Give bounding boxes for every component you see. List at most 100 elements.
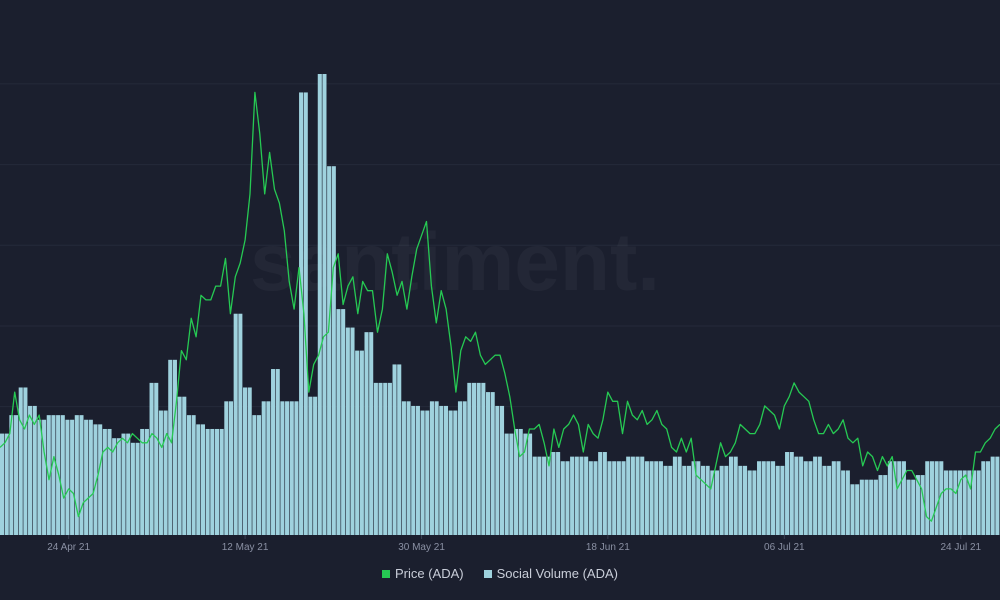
volume-bar: [700, 465, 706, 535]
volume-bar: [495, 405, 500, 535]
volume-bar: [271, 369, 276, 535]
volume-bar: [579, 456, 584, 535]
volume-bar: [836, 461, 841, 535]
legend: Price (ADA) Social Volume (ADA): [0, 566, 1000, 581]
volume-bar: [780, 465, 785, 535]
volume-bar: [546, 456, 551, 535]
volume-bar: [967, 470, 972, 535]
volume-bar: [345, 327, 350, 535]
volume-bar: [817, 456, 822, 535]
volume-bar: [158, 410, 163, 535]
volume-bar: [509, 433, 514, 535]
volume-bar: [663, 465, 668, 535]
legend-item-price[interactable]: Price (ADA): [381, 566, 464, 581]
volume-bar: [411, 405, 416, 535]
volume-bar: [51, 415, 56, 535]
volume-bar: [467, 382, 472, 535]
volume-bar: [191, 415, 196, 535]
volume-bar: [116, 438, 121, 535]
x-tick-label: 18 Jun 21: [586, 542, 630, 553]
volume-bar: [883, 475, 888, 535]
volume-bar: [130, 442, 135, 535]
volume-bar: [747, 470, 752, 535]
volume-bar: [420, 410, 425, 535]
x-tick-label: 06 Jul 21: [764, 542, 805, 553]
volume-bar: [584, 456, 589, 535]
volume-bar: [429, 401, 434, 535]
volume-bar: [939, 461, 944, 535]
volume-bar: [752, 470, 757, 535]
volume-bar: [214, 428, 220, 535]
legend-label-price: Price (ADA): [394, 566, 464, 581]
volume-bar: [439, 405, 444, 535]
volume-bar: [378, 382, 383, 535]
volume-bar: [42, 419, 47, 535]
volume-bar: [808, 461, 813, 535]
volume-bar: [490, 392, 495, 535]
volume-bar: [621, 461, 626, 535]
volume-bar: [672, 456, 677, 535]
volume-bar: [873, 479, 878, 535]
volume-bar: [985, 461, 991, 535]
volume-bar: [901, 461, 906, 535]
volume-bar: [724, 465, 729, 535]
volume-bar: [658, 461, 663, 535]
volume-bar: [93, 424, 98, 535]
social-volume-bars: [0, 74, 1000, 535]
volume-bar: [841, 470, 846, 535]
volume-bar: [556, 452, 561, 535]
volume-bar: [869, 479, 874, 535]
legend-label-social-volume: Social Volume (ADA): [496, 566, 618, 581]
volume-bar: [14, 415, 19, 535]
volume-bar: [528, 433, 533, 535]
volume-bar: [892, 461, 897, 535]
volume-bar: [682, 465, 687, 535]
volume-bar: [976, 470, 981, 535]
volume-bar: [261, 401, 266, 535]
volume-bar: [154, 382, 159, 535]
volume-bar: [56, 415, 61, 535]
volume-bar: [677, 456, 682, 535]
volume-bar: [719, 465, 724, 535]
volume-bar: [228, 401, 234, 535]
volume-bar: [79, 415, 84, 535]
volume-bar: [285, 401, 290, 535]
volume-bar: [28, 405, 33, 535]
volume-bar: [714, 470, 720, 535]
volume-bar: [322, 74, 327, 535]
volume-bar: [943, 470, 948, 535]
volume-bar: [785, 452, 790, 535]
volume-bar: [210, 428, 215, 535]
volume-bar: [906, 479, 911, 535]
volume-bar: [0, 433, 5, 535]
volume-bar: [406, 401, 411, 535]
volume-bar: [168, 359, 173, 535]
volume-bar: [588, 461, 593, 535]
volume-bar: [275, 369, 280, 535]
volume-bar: [341, 309, 346, 535]
volume-bar: [733, 456, 738, 535]
volume-bar: [644, 461, 649, 535]
volume-bar: [224, 401, 229, 535]
volume-bar: [897, 461, 902, 535]
volume-bar: [425, 410, 430, 535]
volume-bar: [523, 433, 528, 535]
volume-bar: [102, 428, 107, 535]
volume-bar: [448, 410, 453, 535]
legend-item-social-volume[interactable]: Social Volume (ADA): [483, 566, 618, 581]
volume-bar: [878, 475, 883, 535]
volume-bar: [691, 461, 696, 535]
volume-bar: [84, 419, 89, 535]
volume-bar: [738, 465, 743, 535]
volume-bar: [532, 456, 537, 535]
volume-bar: [303, 92, 308, 535]
x-axis: 24 Apr 21 12 May 21 30 May 21 18 Jun 21 06 J…: [47, 535, 982, 553]
x-tick-label: 12 May 21: [222, 542, 269, 553]
volume-bar: [855, 484, 860, 535]
volume-bar: [177, 396, 182, 535]
volume-bar: [551, 452, 556, 535]
volume-bar: [794, 456, 799, 535]
volume-bar: [350, 327, 355, 535]
volume-bar: [257, 415, 262, 535]
social-volume-swatch-icon: [483, 569, 492, 578]
